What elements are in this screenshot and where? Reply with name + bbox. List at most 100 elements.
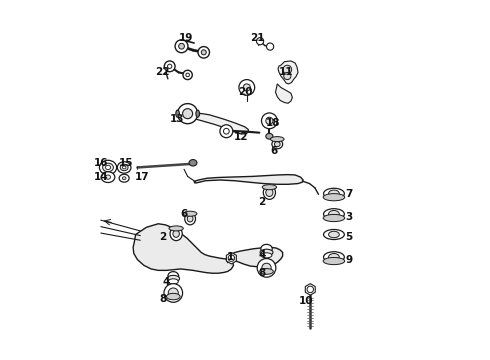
Ellipse shape <box>120 164 128 171</box>
Text: 20: 20 <box>238 87 252 97</box>
Text: 9: 9 <box>345 255 353 265</box>
Circle shape <box>183 70 192 80</box>
Ellipse shape <box>102 163 113 172</box>
Ellipse shape <box>105 165 111 170</box>
Circle shape <box>220 125 233 138</box>
Ellipse shape <box>329 253 339 261</box>
Text: 21: 21 <box>250 33 265 43</box>
Circle shape <box>239 80 255 95</box>
Text: 16: 16 <box>94 158 109 168</box>
Ellipse shape <box>168 272 179 280</box>
Text: 2: 2 <box>159 232 166 242</box>
Ellipse shape <box>261 244 272 253</box>
Circle shape <box>267 43 274 50</box>
Text: 6: 6 <box>270 146 277 156</box>
Ellipse shape <box>119 174 129 182</box>
Ellipse shape <box>272 139 283 149</box>
Text: 6: 6 <box>180 209 188 219</box>
Ellipse shape <box>329 211 339 218</box>
Ellipse shape <box>329 190 339 197</box>
Text: 8: 8 <box>259 268 266 278</box>
Circle shape <box>186 73 190 77</box>
Ellipse shape <box>176 110 179 117</box>
Ellipse shape <box>329 231 339 238</box>
Ellipse shape <box>173 230 179 237</box>
Ellipse shape <box>323 229 344 239</box>
Ellipse shape <box>323 257 344 265</box>
Text: 22: 22 <box>155 67 170 77</box>
Polygon shape <box>194 175 303 184</box>
Circle shape <box>307 286 314 293</box>
Text: 15: 15 <box>119 158 133 168</box>
Circle shape <box>243 84 250 91</box>
Circle shape <box>198 46 210 58</box>
Ellipse shape <box>274 141 280 147</box>
Text: 2: 2 <box>258 197 266 207</box>
Ellipse shape <box>122 177 126 180</box>
Circle shape <box>179 43 184 49</box>
Ellipse shape <box>196 110 199 117</box>
Circle shape <box>223 129 229 134</box>
Circle shape <box>256 38 264 45</box>
Polygon shape <box>226 252 236 264</box>
Ellipse shape <box>167 275 179 282</box>
Circle shape <box>262 263 271 273</box>
Text: 4: 4 <box>259 250 266 260</box>
Ellipse shape <box>167 293 180 300</box>
Circle shape <box>262 113 277 129</box>
Polygon shape <box>275 84 293 103</box>
Ellipse shape <box>262 185 276 190</box>
Ellipse shape <box>183 211 197 216</box>
Circle shape <box>283 65 292 74</box>
Circle shape <box>228 255 235 261</box>
Polygon shape <box>226 247 283 267</box>
Circle shape <box>266 117 273 125</box>
Ellipse shape <box>261 253 272 258</box>
Text: 7: 7 <box>345 189 353 199</box>
Ellipse shape <box>270 136 284 141</box>
Ellipse shape <box>323 215 344 222</box>
Circle shape <box>168 64 172 68</box>
Circle shape <box>164 61 175 72</box>
Ellipse shape <box>187 216 193 222</box>
Text: 13: 13 <box>170 114 184 124</box>
Text: 12: 12 <box>234 132 248 142</box>
Ellipse shape <box>185 213 196 225</box>
Ellipse shape <box>189 159 197 166</box>
Ellipse shape <box>323 188 344 199</box>
Ellipse shape <box>99 160 117 175</box>
Polygon shape <box>305 284 315 295</box>
Circle shape <box>257 258 276 277</box>
Text: 10: 10 <box>299 296 313 306</box>
Ellipse shape <box>323 252 344 262</box>
Ellipse shape <box>266 134 273 139</box>
Ellipse shape <box>263 186 275 199</box>
Circle shape <box>183 109 193 119</box>
Ellipse shape <box>101 172 115 183</box>
Circle shape <box>177 104 197 124</box>
Text: 14: 14 <box>94 172 109 182</box>
Text: 3: 3 <box>345 212 353 221</box>
Polygon shape <box>187 113 248 134</box>
Text: 8: 8 <box>159 294 166 304</box>
Ellipse shape <box>260 269 273 274</box>
Text: 1: 1 <box>226 252 234 262</box>
Polygon shape <box>133 224 234 273</box>
Text: 11: 11 <box>279 67 294 77</box>
Circle shape <box>164 284 183 302</box>
Circle shape <box>201 50 206 55</box>
Ellipse shape <box>260 249 273 256</box>
Ellipse shape <box>117 162 131 173</box>
Polygon shape <box>278 61 298 84</box>
Circle shape <box>175 40 188 53</box>
Ellipse shape <box>105 175 111 179</box>
Ellipse shape <box>169 226 183 231</box>
Ellipse shape <box>168 279 178 284</box>
Circle shape <box>284 72 291 80</box>
Ellipse shape <box>266 189 273 197</box>
Text: 5: 5 <box>345 232 353 242</box>
Ellipse shape <box>122 166 126 169</box>
Circle shape <box>168 288 178 298</box>
Text: 18: 18 <box>266 118 280 128</box>
Ellipse shape <box>323 194 344 201</box>
